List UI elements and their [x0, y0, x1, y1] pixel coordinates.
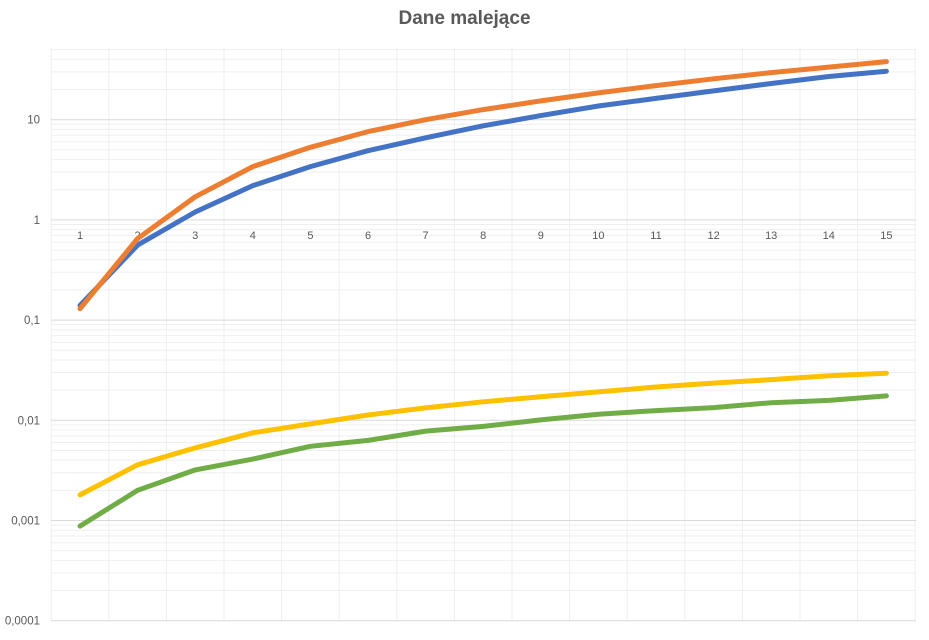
x-tick-label: 11 — [650, 230, 661, 242]
y-tick-label: 0,01 — [18, 415, 40, 427]
series-lines — [77, 59, 889, 529]
x-tick-label: 3 — [192, 230, 198, 242]
x-tick-label: 8 — [480, 230, 486, 242]
major-gridlines — [51, 119, 916, 622]
x-tick-label: 14 — [823, 230, 835, 242]
x-tick-label: 9 — [538, 230, 544, 242]
chart-title: Dane malejące — [398, 8, 531, 29]
y-tick-label: 0,1 — [24, 315, 40, 327]
series-line-3 — [77, 370, 889, 498]
x-tick-label: 5 — [307, 230, 313, 242]
x-tick-label: 6 — [365, 230, 371, 242]
x-tick-label: 15 — [880, 230, 892, 242]
x-tick-label: 7 — [423, 230, 429, 242]
y-tick-label: 10 — [27, 115, 40, 127]
y-tick-label: 1 — [34, 215, 40, 227]
series-line-1 — [77, 68, 889, 308]
y-tick-label: 0,0001 — [5, 616, 40, 628]
x-tick-label: 13 — [765, 230, 777, 242]
x-tick-label: 10 — [592, 230, 604, 242]
y-axis-tick-labels: 0,0001 0,001 0,01 0,1 1 10 — [5, 115, 40, 628]
series-line-4 — [77, 393, 889, 529]
y-tick-label: 0,001 — [11, 516, 40, 528]
x-tick-label: 12 — [707, 230, 719, 242]
series-line-2 — [77, 59, 889, 312]
x-tick-label: 1 — [77, 230, 83, 242]
x-tick-label: 4 — [250, 230, 256, 242]
minor-gridlines — [50, 48, 916, 621]
